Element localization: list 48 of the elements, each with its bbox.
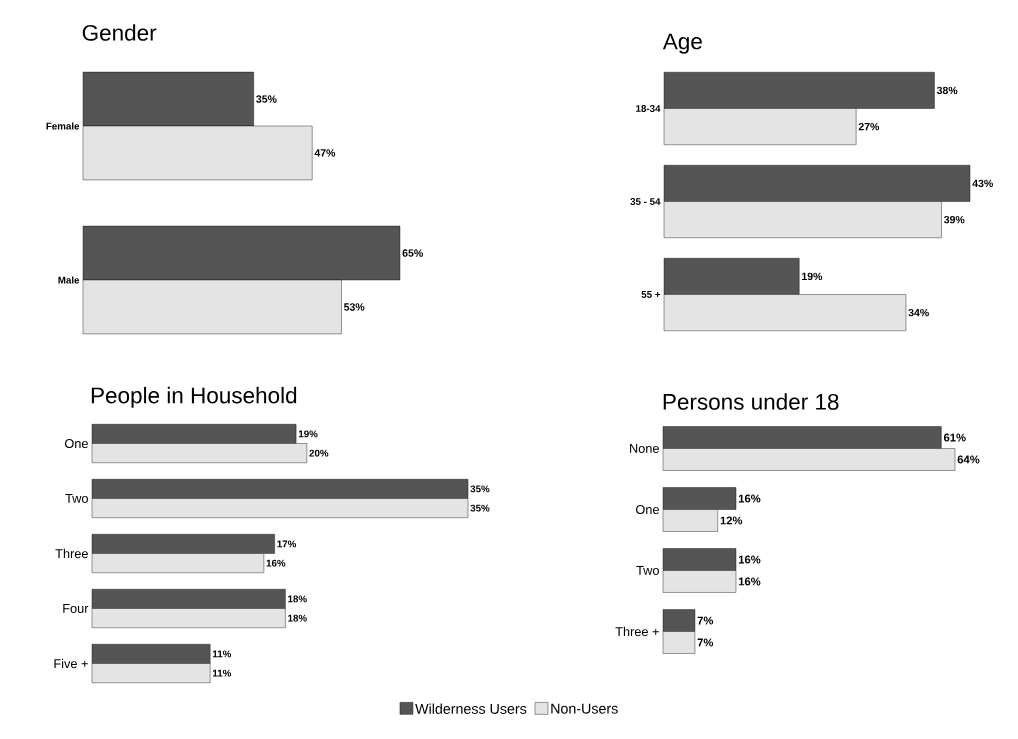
y-tick-label: Three + bbox=[615, 626, 659, 637]
data-label: 61% bbox=[943, 433, 966, 442]
data-label: 65% bbox=[402, 249, 423, 257]
y-tick-label: None bbox=[630, 444, 659, 453]
data-label: 34% bbox=[908, 308, 929, 317]
data-label: 18% bbox=[288, 595, 307, 603]
chart-title: People in Household bbox=[91, 386, 297, 408]
data-label: 47% bbox=[314, 149, 336, 157]
chart-title: Persons under 18 bbox=[663, 393, 839, 410]
data-label: 19% bbox=[802, 272, 823, 281]
data-label: 20% bbox=[309, 449, 329, 457]
y-tick-label: One bbox=[636, 504, 659, 515]
y-tick-label: Female bbox=[46, 122, 80, 130]
data-label: 16% bbox=[738, 577, 761, 586]
data-label: 35% bbox=[470, 504, 490, 512]
data-label: 7% bbox=[697, 616, 714, 625]
y-tick-label: Three bbox=[55, 548, 88, 559]
y-tick-label: Two bbox=[65, 494, 88, 503]
y-tick-label: Five + bbox=[54, 658, 88, 669]
y-tick-label: Male bbox=[58, 276, 80, 284]
data-label: 11% bbox=[212, 669, 232, 677]
data-label: 53% bbox=[344, 303, 365, 311]
legend-label: Wilderness Users bbox=[415, 703, 527, 714]
y-tick-label: Two bbox=[636, 566, 659, 575]
y-tick-label: 35 - 54 bbox=[630, 198, 661, 205]
data-label: 12% bbox=[720, 516, 743, 525]
data-label: 16% bbox=[738, 494, 761, 503]
legend-label: Non-Users bbox=[551, 703, 618, 714]
data-label: 16% bbox=[266, 559, 286, 567]
data-label: 16% bbox=[738, 555, 761, 564]
y-tick-label: Four bbox=[63, 604, 89, 613]
data-label: 64% bbox=[957, 455, 980, 464]
y-tick-label: One bbox=[64, 438, 88, 449]
data-label: 35% bbox=[470, 485, 490, 493]
data-label: 18% bbox=[288, 614, 307, 622]
y-tick-label: 18-34 bbox=[636, 105, 661, 112]
chart-title: Age bbox=[662, 33, 702, 54]
data-label: 11% bbox=[212, 650, 232, 658]
y-tick-label: 55 + bbox=[641, 291, 661, 298]
data-label: 39% bbox=[943, 215, 965, 224]
data-label: 38% bbox=[936, 86, 958, 95]
data-label: 19% bbox=[298, 430, 318, 438]
data-label: 35% bbox=[256, 95, 277, 103]
data-label: 43% bbox=[972, 179, 993, 188]
data-label: 27% bbox=[858, 122, 880, 131]
data-label: 17% bbox=[277, 540, 297, 548]
data-label: 7% bbox=[697, 638, 714, 647]
chart-title: Gender bbox=[82, 24, 157, 41]
